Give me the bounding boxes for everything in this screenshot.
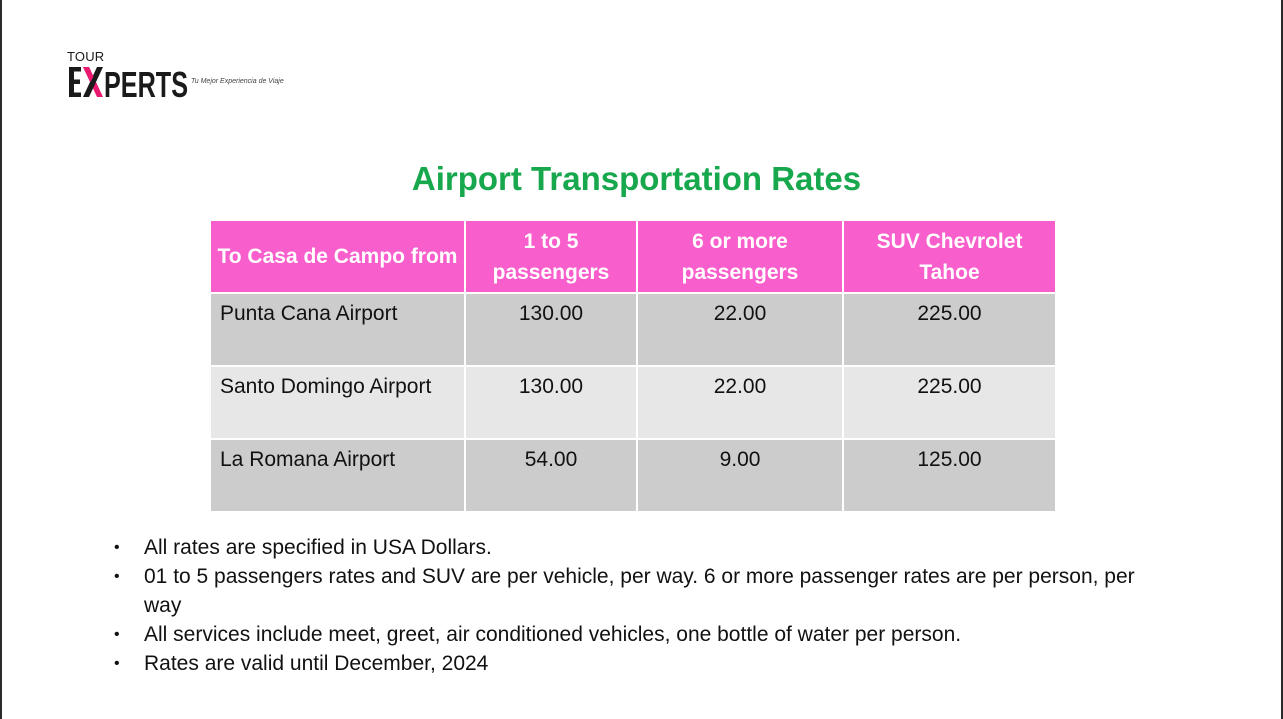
- table-header-row: To Casa de Campo from 1 to 5 passengers …: [209, 219, 1057, 294]
- bullet-icon: •: [114, 539, 120, 556]
- note-text: Rates are valid until December, 2024: [144, 652, 489, 675]
- rate-cell: 225.00: [842, 365, 1057, 440]
- logo-tagline: Tu Mejor Experiencia de Viaje: [191, 78, 284, 85]
- list-item: • All rates are specified in USA Dollars.: [112, 533, 1142, 562]
- tour-experts-logo: TOUR PERTS Tu Mejor Experiencia de Viaje: [66, 49, 296, 104]
- table-row: Santo Domingo Airport 130.00 22.00 225.0…: [209, 365, 1057, 440]
- column-header-1-to-5: 1 to 5 passengers: [464, 219, 638, 294]
- logo-tour-text: TOUR: [67, 49, 105, 64]
- rate-cell: 9.00: [636, 438, 844, 513]
- column-header-origin: To Casa de Campo from: [209, 219, 466, 294]
- list-item: • Rates are valid until December, 2024: [112, 649, 1142, 678]
- page-border-left: [0, 0, 2, 719]
- svg-text:PERTS: PERTS: [104, 64, 188, 101]
- origin-cell: Punta Cana Airport: [209, 292, 466, 367]
- logo-experts-wordmark: PERTS: [69, 64, 188, 101]
- bullet-icon: •: [114, 655, 120, 672]
- note-text: All services include meet, greet, air co…: [144, 623, 962, 646]
- table-row: Punta Cana Airport 130.00 22.00 225.00: [209, 292, 1057, 367]
- column-header-suv: SUV Chevrolet Tahoe: [842, 219, 1057, 294]
- rate-cell: 54.00: [464, 438, 638, 513]
- rate-cell: 130.00: [464, 365, 638, 440]
- list-item: • 01 to 5 passengers rates and SUV are pe…: [112, 562, 1142, 620]
- rate-cell: 130.00: [464, 292, 638, 367]
- note-text: All rates are specified in USA Dollars.: [144, 536, 492, 559]
- rate-cell: 125.00: [842, 438, 1057, 513]
- page-title: Airport Transportation Rates: [411, 160, 862, 197]
- rate-cell: 22.00: [636, 292, 844, 367]
- bullet-icon: •: [114, 568, 120, 585]
- list-item: • All services include meet, greet, air c…: [112, 620, 1142, 649]
- column-header-6-or-more: 6 or more passengers: [636, 219, 844, 294]
- bullet-icon: •: [114, 626, 120, 643]
- page-border-right: [1281, 0, 1283, 719]
- rate-cell: 22.00: [636, 365, 844, 440]
- note-text: 01 to 5 passengers rates and SUV are per…: [144, 565, 1135, 617]
- table-row: La Romana Airport 54.00 9.00 125.00: [209, 438, 1057, 513]
- origin-cell: La Romana Airport: [209, 438, 466, 513]
- rates-table: To Casa de Campo from 1 to 5 passengers …: [209, 219, 1057, 513]
- rate-cell: 225.00: [842, 292, 1057, 367]
- origin-cell: Santo Domingo Airport: [209, 365, 466, 440]
- notes-list: • All rates are specified in USA Dollars.…: [112, 533, 1142, 678]
